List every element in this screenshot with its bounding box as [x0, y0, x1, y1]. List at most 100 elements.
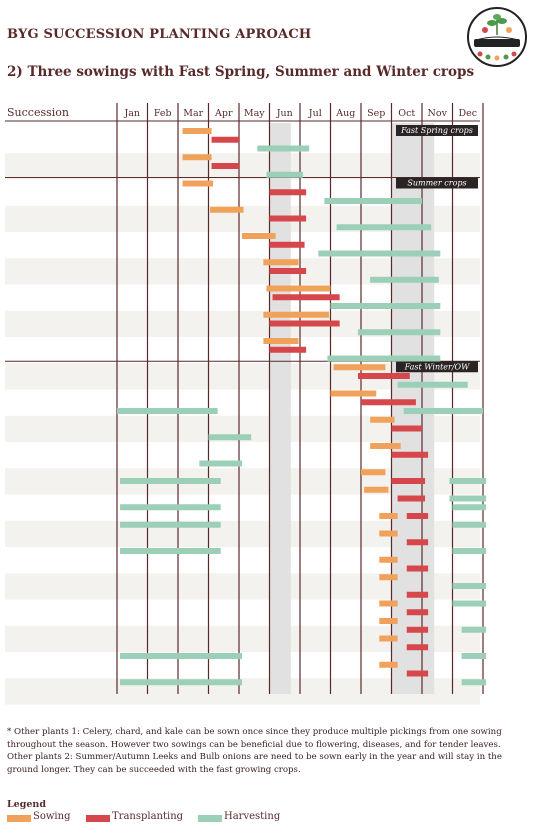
footnote: * Other plants 1: Celery, chard, and kal… — [7, 727, 502, 775]
transplanting-bar — [397, 495, 426, 502]
section-label-bg — [396, 361, 478, 373]
harvesting-bar — [357, 329, 441, 336]
sowing-bar — [370, 443, 401, 449]
harvesting-bar — [120, 478, 221, 484]
sowing-bar — [379, 530, 398, 537]
transplanting-bar — [406, 513, 429, 519]
sowing-bar — [242, 233, 276, 239]
legend-swatch-transplanting — [86, 815, 110, 822]
transplanting-bar — [269, 215, 307, 222]
transplanting-bar — [406, 609, 429, 616]
harvesting-bar — [336, 224, 432, 231]
sowing-bar — [182, 154, 212, 161]
transplanting-bar — [406, 626, 429, 633]
sowing-bar — [263, 259, 299, 266]
succession-gantt-chart: Succession Jan Feb Mar Apr May Jun Jul Aug Sep Oct… — [0, 100, 533, 710]
transplanting-bar — [391, 451, 429, 458]
sowing-bar — [379, 635, 398, 642]
transplanting-bar — [391, 478, 426, 484]
month-label: Apr — [214, 108, 233, 119]
transplanting-bar — [269, 189, 307, 196]
harvesting-bar — [327, 355, 441, 362]
harvesting-bar — [120, 504, 221, 511]
harvesting-bar — [199, 460, 243, 467]
harvesting-bar — [120, 653, 243, 659]
sowing-bar — [263, 338, 299, 344]
month-label: Dec — [458, 108, 477, 119]
legend-label-harvesting: Harvesting — [224, 811, 281, 822]
harvesting-bar — [449, 478, 487, 484]
transplanting-bar — [406, 591, 429, 598]
highlight-column — [269, 123, 291, 694]
transplanting-bar — [357, 373, 410, 379]
transplanting-bar — [406, 644, 429, 651]
harvesting-bar — [397, 381, 468, 388]
transplanting-bar — [406, 670, 429, 677]
harvesting-bar — [461, 653, 487, 659]
harvesting-bar — [257, 145, 310, 152]
month-label: Jun — [276, 108, 293, 119]
harvesting-bar — [120, 679, 243, 686]
row-header: Succession — [7, 106, 69, 119]
harvesting-bar — [461, 626, 487, 633]
sowing-bar — [379, 556, 398, 563]
transplanting-bar — [269, 241, 305, 248]
sowing-bar — [333, 364, 386, 371]
harvesting-bar — [449, 495, 487, 502]
page-title: BYG SUCCESSION PLANTING APROACH — [7, 27, 312, 42]
sowing-bar — [379, 618, 398, 624]
chart-subtitle: 2) Three sowings with Fast Spring, Summe… — [7, 64, 475, 80]
transplanting-bar — [211, 136, 239, 143]
legend-swatch-harvesting — [198, 815, 222, 822]
harvesting-bar — [208, 434, 252, 441]
transplanting-bar — [269, 320, 340, 327]
sowing-bar — [263, 311, 329, 318]
harvesting-bar — [266, 171, 304, 178]
transplanting-bar — [269, 346, 307, 353]
sowing-bar — [379, 513, 398, 519]
section-label: Fast Winter/OW — [404, 362, 470, 371]
harvesting-bar — [403, 408, 483, 414]
legend-title: Legend — [7, 799, 46, 810]
legend-swatch-sowing — [7, 815, 31, 822]
month-label: Oct — [398, 108, 415, 119]
month-label: May — [244, 108, 265, 119]
transplanting-bar — [211, 163, 239, 169]
harvesting-bar — [117, 408, 218, 414]
harvesting-bar — [120, 521, 221, 528]
sowing-bar — [182, 128, 212, 134]
month-label: Sep — [367, 108, 385, 119]
month-label: Jan — [123, 108, 140, 119]
month-label: Mar — [183, 108, 203, 119]
sowing-bar — [182, 180, 214, 187]
sowing-bar — [210, 206, 244, 213]
harvesting-bar — [324, 198, 422, 204]
sowing-bar — [370, 416, 395, 423]
section-label-bg — [396, 177, 478, 189]
transplanting-bar — [391, 425, 422, 432]
legend: Sowing Transplanting Harvesting — [7, 811, 527, 825]
sowing-bar — [379, 600, 398, 607]
sowing-bar — [266, 285, 331, 292]
harvesting-bar — [452, 600, 487, 607]
sowing-bar — [364, 486, 389, 493]
month-label: Aug — [335, 108, 355, 119]
section-label-bg — [396, 125, 478, 136]
sowing-bar — [361, 469, 386, 476]
harvesting-bar — [120, 548, 221, 554]
harvesting-bar — [452, 583, 487, 589]
section-label: Fast Spring crops — [400, 126, 473, 135]
sowing-bar — [379, 574, 398, 581]
harvesting-bar — [452, 548, 487, 554]
month-label: Nov — [428, 108, 448, 119]
transplanting-bar — [272, 294, 340, 301]
transplanting-bar — [269, 268, 307, 274]
legend-label-sowing: Sowing — [33, 811, 71, 822]
sowing-bar — [379, 661, 398, 668]
transplanting-bar — [361, 399, 416, 406]
harvesting-bar — [370, 276, 439, 283]
section-label: Summer crops — [407, 179, 466, 188]
harvesting-bar — [330, 303, 441, 309]
month-label: Feb — [154, 108, 172, 119]
brand-logo — [466, 6, 528, 68]
